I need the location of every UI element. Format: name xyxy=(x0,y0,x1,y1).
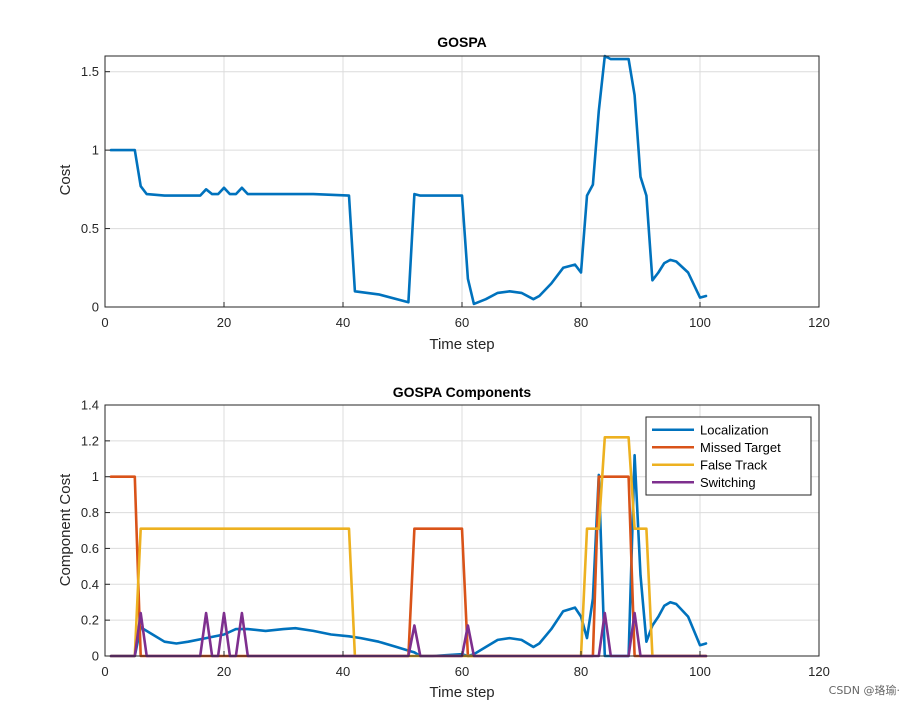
x-axis-label: Time step xyxy=(429,684,494,701)
x-tick-label: 100 xyxy=(689,315,711,330)
legend: Localization Missed Target False Track Swit… xyxy=(645,416,812,496)
gospa-components-chart: 0 20 40 60 80 100 120 0 0.2 0.4 0.6 0.8 1 1.2 1.4 Local… xyxy=(57,384,830,701)
x-tick-label: 40 xyxy=(336,315,350,330)
x-tick-label: 80 xyxy=(574,315,588,330)
legend-entry-label: False Track xyxy=(700,457,768,472)
y-tick-label: 0.5 xyxy=(81,221,99,236)
x-tick-label: 20 xyxy=(217,664,231,679)
x-tick-label: 60 xyxy=(455,315,469,330)
y-tick-label: 1 xyxy=(92,143,99,158)
gospa-chart: 0 20 40 60 80 100 120 0 0.5 1 1.5 GOSPA Cost Time ste… xyxy=(57,34,830,353)
y-tick-label: 0.2 xyxy=(81,613,99,628)
y-axis-label: Cost xyxy=(57,164,74,196)
chart-title: GOSPA Components xyxy=(393,384,532,400)
y-tick-label: 1.5 xyxy=(81,64,99,79)
series-line-false-track xyxy=(109,436,708,658)
chart-title: GOSPA xyxy=(437,34,487,50)
y-tick-label: 0.6 xyxy=(81,541,99,556)
x-tick-label: 0 xyxy=(101,664,108,679)
x-tick-label: 120 xyxy=(808,664,830,679)
watermark-text: CSDN @珞瑜· xyxy=(828,684,900,697)
series-line-localization xyxy=(109,453,708,658)
series-line-gospa xyxy=(109,54,708,306)
y-tick-label: 0 xyxy=(92,649,99,664)
y-tick-label: 0.8 xyxy=(81,505,99,520)
legend-entry-label: Missed Target xyxy=(700,440,781,455)
y-tick-label: 1 xyxy=(92,469,99,484)
y-tick-label: 0.4 xyxy=(81,577,99,592)
x-tick-label: 120 xyxy=(808,315,830,330)
y-tick-label: 1.4 xyxy=(81,398,99,413)
x-tick-label: 40 xyxy=(336,664,350,679)
y-tick-label: 0 xyxy=(92,300,99,315)
x-axis-label: Time step xyxy=(429,336,494,353)
legend-entry-label: Localization xyxy=(700,422,769,437)
legend-entry-label: Switching xyxy=(700,475,756,490)
x-tick-label: 100 xyxy=(689,664,711,679)
x-tick-label: 80 xyxy=(574,664,588,679)
y-tick-label: 1.2 xyxy=(81,433,99,448)
x-tick-label: 20 xyxy=(217,315,231,330)
x-tick-label: 0 xyxy=(101,315,108,330)
x-tick-label: 60 xyxy=(455,664,469,679)
y-axis-label: Component Cost xyxy=(57,473,74,586)
